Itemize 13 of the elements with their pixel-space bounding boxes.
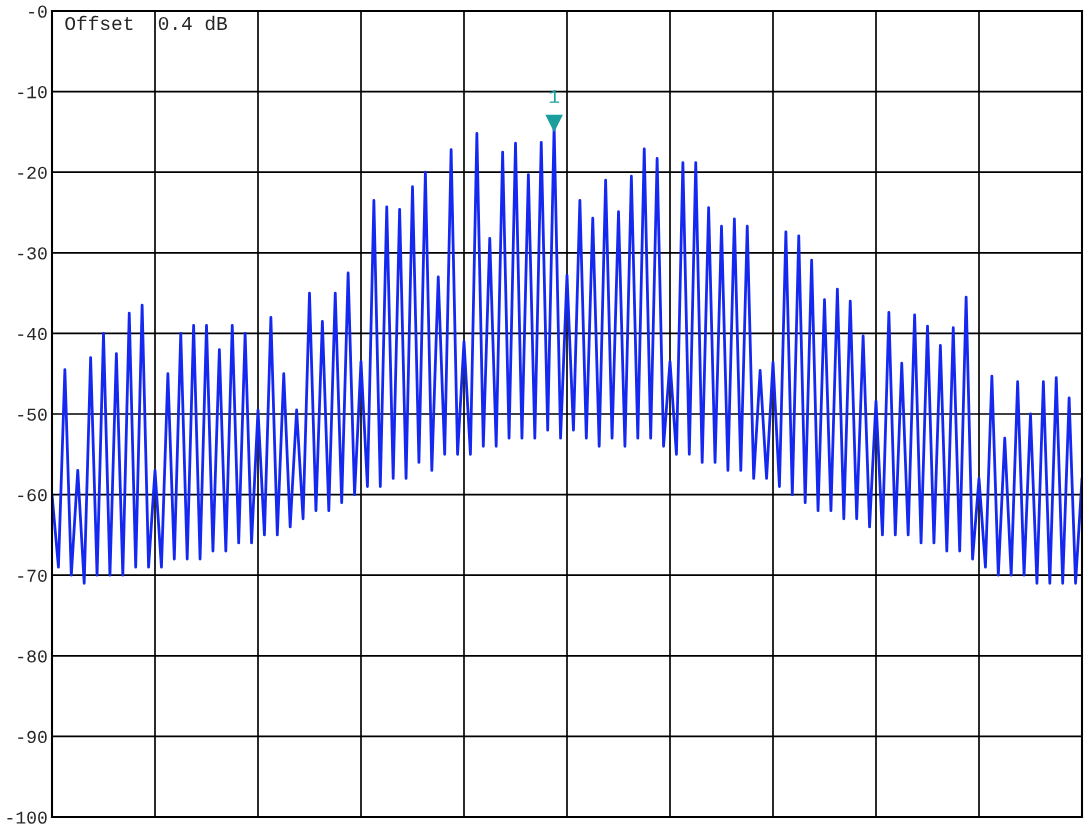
y-tick-label: -60 bbox=[18, 489, 47, 502]
y-tick-label: -40 bbox=[18, 327, 47, 341]
y-tick-label: -70 bbox=[18, 569, 47, 582]
y-tick-label: -100 bbox=[7, 811, 47, 824]
y-tick-label: -30 bbox=[18, 247, 47, 260]
y-tick-label: -80 bbox=[18, 650, 47, 663]
y-tick-label: -50 bbox=[18, 408, 47, 421]
annotation: 1 bbox=[549, 89, 560, 103]
y-tick-label: -20 bbox=[18, 166, 47, 179]
y-tick-label: -90 bbox=[18, 730, 47, 744]
annotation: Offset 0.4 dB bbox=[65, 15, 227, 31]
y-tick-label: -0 bbox=[29, 5, 47, 18]
y-tick-label: -10 bbox=[18, 86, 47, 99]
